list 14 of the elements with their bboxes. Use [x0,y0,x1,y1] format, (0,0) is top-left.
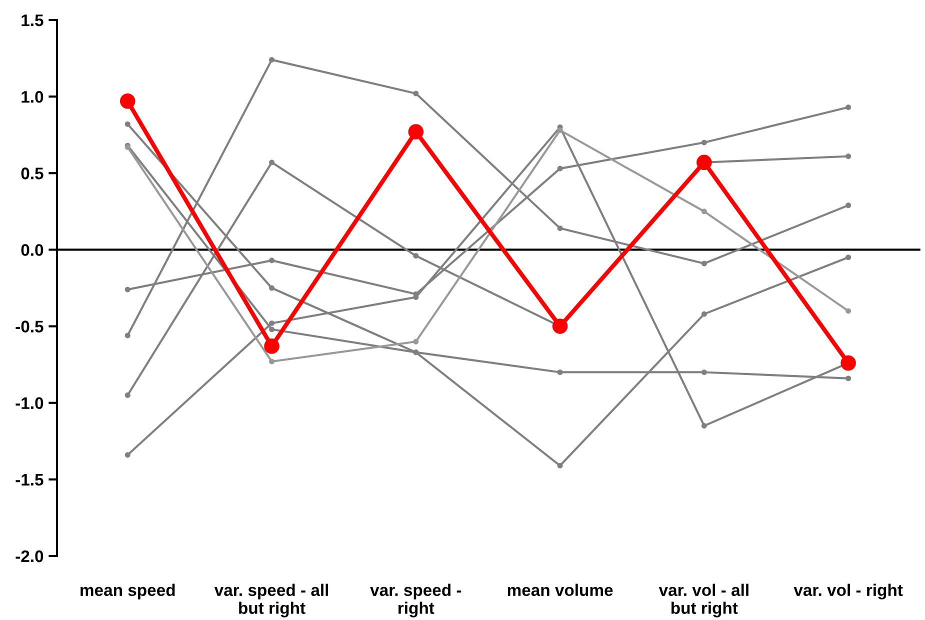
x-tick-label: mean volume [508,584,613,596]
y-tick-label: 0.0 [21,244,44,256]
x-tick-label: var. speed - all but right [214,584,328,618]
y-tick-label: -1.5 [16,474,44,486]
y-tick-label: 1.5 [22,14,44,26]
y-tick-label: 1.0 [22,90,44,103]
y-tick-label: 0.5 [21,168,44,180]
y-tick-label: -2.0 [16,550,44,562]
x-tick-label: var. vol - right [794,584,903,600]
x-tick-label: mean speed [80,584,175,600]
x-tick-label: var. speed - right [370,584,462,618]
x-tick-label: var. vol - all but right [658,584,748,618]
y-tick-label: -1.0 [16,397,44,410]
y-tick-label: -0.5 [16,320,44,332]
